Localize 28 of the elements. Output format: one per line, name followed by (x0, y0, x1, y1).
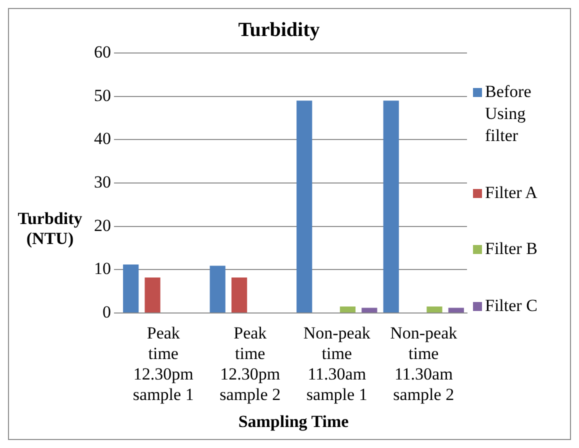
bar (448, 308, 464, 312)
y-tick-label: 40 (94, 129, 111, 148)
y-axis-title: Turbdity (NTU) (16, 209, 84, 249)
x-tick-label: Non-peak time 11.30am sample 2 (390, 324, 458, 404)
y-tick-label: 60 (94, 42, 111, 62)
x-axis-title: Sampling Time (238, 412, 350, 432)
bar (340, 306, 356, 312)
chart-title: Turbidity (238, 19, 320, 42)
bar (296, 100, 312, 312)
y-tick-label: 0 (102, 302, 111, 322)
legend-label: Filter C (485, 294, 538, 317)
y-tick-label: 20 (94, 216, 111, 235)
legend-label: Filter A (485, 182, 538, 204)
bar (144, 277, 160, 312)
y-tick-label: 10 (94, 259, 111, 278)
bar (362, 308, 378, 312)
x-tick-label: Peak time 12.30pm sample 1 (132, 324, 194, 404)
bar (383, 100, 399, 312)
legend-label: Before Using filter (485, 81, 532, 147)
x-tick-label: Non-peak time 11.30am sample 1 (303, 324, 371, 404)
legend-label: Filter B (485, 238, 538, 260)
x-tick-label: Peak time 12.30pm sample 2 (220, 324, 281, 404)
bar (123, 264, 139, 312)
bar (426, 306, 442, 312)
y-tick-label: 50 (94, 86, 111, 105)
bar (231, 277, 248, 312)
y-tick-label: 30 (94, 172, 111, 192)
bar (210, 266, 226, 312)
